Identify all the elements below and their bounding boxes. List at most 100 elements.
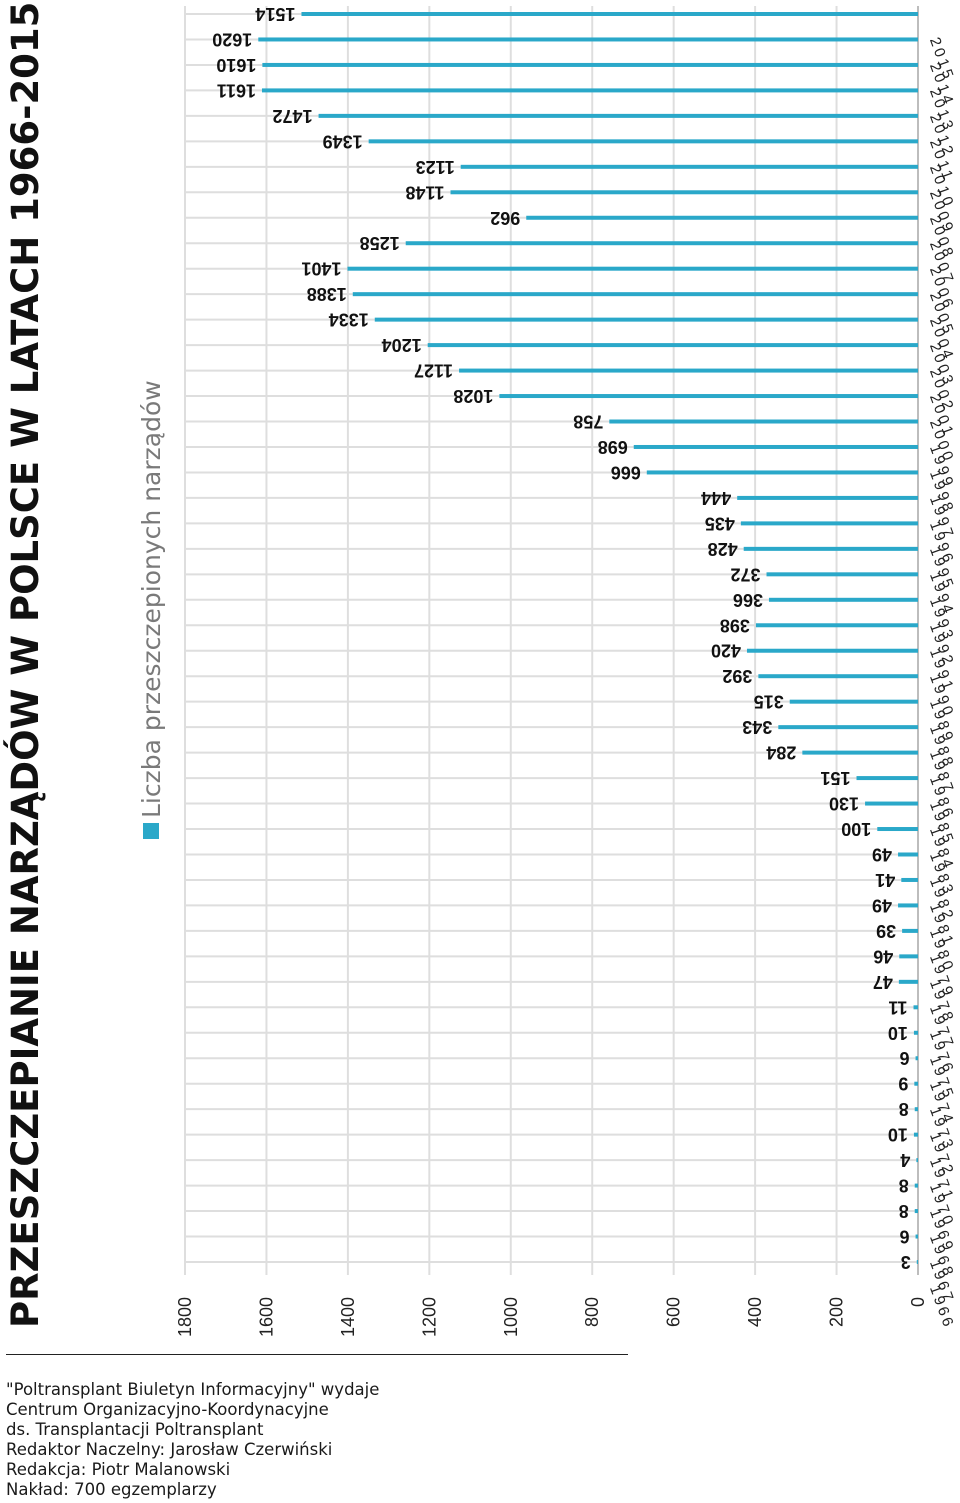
- footer-line: Redakcja: Piotr Malanowski: [6, 1460, 231, 1479]
- tick-layer: 0 200 400 600 800 1000 1200 1400 1600 1800: [175, 1297, 928, 1337]
- data-label: 758: [573, 412, 603, 432]
- data-label: 1401: [301, 259, 341, 279]
- data-label: 3: [901, 1252, 911, 1272]
- bar: [913, 1030, 918, 1035]
- bar: [915, 1234, 918, 1239]
- data-label: 151: [820, 768, 850, 788]
- data-label: 428: [708, 539, 738, 559]
- data-label: 9: [898, 1074, 908, 1094]
- bar: [916, 1158, 918, 1163]
- data-label: 46: [873, 946, 893, 966]
- data-label: 39: [876, 921, 896, 941]
- bar: [450, 190, 918, 195]
- data-label: 1349: [323, 131, 363, 151]
- data-label: 666: [611, 462, 641, 482]
- data-label: 10: [888, 1125, 908, 1145]
- bar: [368, 139, 918, 144]
- tick-label: 1200: [419, 1297, 439, 1337]
- bar: [778, 725, 918, 730]
- bar: [802, 750, 918, 755]
- data-label: 962: [490, 208, 520, 228]
- footer-divider: [6, 1354, 628, 1355]
- data-label: 1028: [453, 386, 493, 406]
- bar: [916, 1260, 918, 1264]
- bar: [913, 1132, 918, 1137]
- data-label: 366: [733, 590, 763, 610]
- tick-label: 800: [582, 1297, 602, 1327]
- label-layer: 3688410896101147463949414910013015128434…: [212, 4, 911, 1272]
- bar: [898, 903, 918, 908]
- data-label: 8: [899, 1201, 909, 1221]
- bar: [301, 12, 918, 16]
- data-label: 1123: [416, 157, 455, 177]
- legend-label: Liczba przeszczepionych narządów: [137, 380, 166, 818]
- bar: [262, 62, 919, 67]
- tick-label: 0: [908, 1297, 928, 1307]
- tick-label: 1800: [175, 1297, 195, 1337]
- bar: [526, 215, 918, 220]
- data-label: 1514: [255, 4, 295, 24]
- data-label: 8: [899, 1176, 909, 1196]
- bar: [901, 877, 918, 882]
- bar: [740, 521, 918, 526]
- bar: [856, 776, 918, 781]
- bar: [915, 1056, 918, 1061]
- data-label: 1611: [217, 80, 256, 100]
- tick-label: 1600: [256, 1297, 276, 1337]
- bar: [374, 317, 918, 322]
- footer-line: Redaktor Naczelny: Jarosław Czerwiński: [6, 1440, 333, 1459]
- footer-line: Centrum Organizacyjno-Koordynacyjne: [6, 1400, 329, 1419]
- bar: [902, 928, 918, 933]
- data-label: 315: [754, 692, 784, 712]
- data-label: 130: [829, 794, 859, 814]
- bar: [914, 1183, 918, 1188]
- bar: [898, 852, 918, 857]
- data-label: 11: [888, 997, 907, 1017]
- bar: [914, 1209, 918, 1214]
- data-label: 1472: [273, 106, 313, 126]
- bar: [913, 1005, 918, 1010]
- bar: [746, 648, 918, 653]
- data-label: 1148: [405, 182, 444, 202]
- bar: [914, 1107, 918, 1112]
- bar: [877, 827, 918, 832]
- bar: [347, 266, 918, 271]
- grid-layer: [184, 6, 919, 1275]
- footer: "Poltransplant Biuletyn Informacyjny" wy…: [6, 1380, 626, 1500]
- data-label: 1258: [360, 233, 400, 253]
- data-label: 6: [900, 1227, 910, 1247]
- bar: [405, 241, 918, 246]
- data-label: 372: [730, 564, 760, 584]
- data-label: 47: [873, 972, 893, 992]
- data-label: 1127: [414, 361, 453, 381]
- data-label: 49: [872, 844, 892, 864]
- bar: [768, 597, 918, 602]
- bar: [898, 979, 918, 984]
- data-label: 41: [875, 870, 895, 890]
- data-label: 1610: [216, 55, 256, 75]
- data-label: 435: [705, 513, 735, 533]
- tick-label: 400: [745, 1297, 765, 1327]
- bar: [352, 292, 919, 297]
- data-label: 6: [900, 1048, 910, 1068]
- legend-swatch: [143, 823, 159, 839]
- data-label: 343: [742, 717, 772, 737]
- bar: [766, 572, 918, 577]
- data-label: 49: [872, 895, 892, 915]
- data-label: 1620: [212, 29, 252, 49]
- bar: [755, 623, 918, 628]
- bar: [743, 546, 918, 551]
- bar: [789, 699, 918, 704]
- data-label: 698: [598, 437, 628, 457]
- bar-layer: [258, 12, 919, 1264]
- bar: [499, 394, 918, 399]
- data-label: 1334: [329, 310, 369, 330]
- tick-label: 600: [664, 1297, 684, 1327]
- bar: [459, 368, 918, 373]
- bar: [865, 801, 918, 806]
- chart-title: PRZESZCZEPIANIE NARZĄDÓW W POLSCE W LATA…: [3, 2, 47, 1328]
- bar: [758, 674, 918, 679]
- data-label: 10: [888, 1023, 908, 1043]
- bar: [261, 88, 919, 93]
